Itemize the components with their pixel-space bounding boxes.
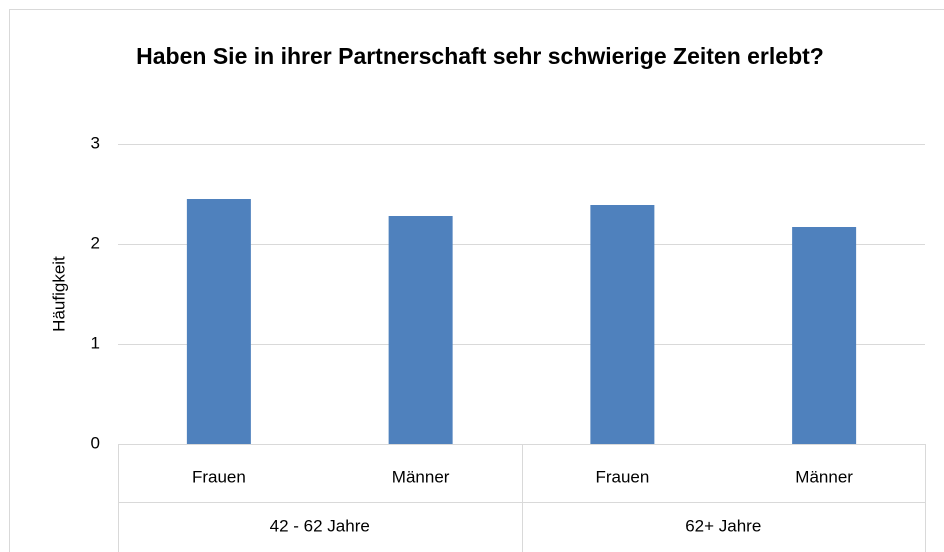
y-tick-label: 2	[91, 233, 100, 252]
group-label: 62+ Jahre	[685, 516, 761, 535]
bar	[388, 216, 453, 444]
x-tick-label: Frauen	[595, 467, 649, 486]
y-tick-label: 0	[91, 433, 100, 452]
bar	[590, 205, 655, 444]
x-tick-label: Frauen	[192, 467, 246, 486]
bar	[186, 199, 251, 444]
y-axis-label: Häufigkeit	[49, 256, 68, 332]
chart-title: Haben Sie in ihrer Partnerschaft sehr sc…	[136, 43, 824, 69]
x-tick-label: Männer	[392, 467, 450, 486]
x-tick-label: Männer	[795, 467, 853, 486]
group-label: 42 - 62 Jahre	[270, 516, 370, 535]
y-tick-label: 3	[91, 133, 100, 152]
y-tick-label: 1	[91, 333, 100, 352]
bar	[792, 227, 857, 444]
chart-border	[9, 9, 944, 552]
